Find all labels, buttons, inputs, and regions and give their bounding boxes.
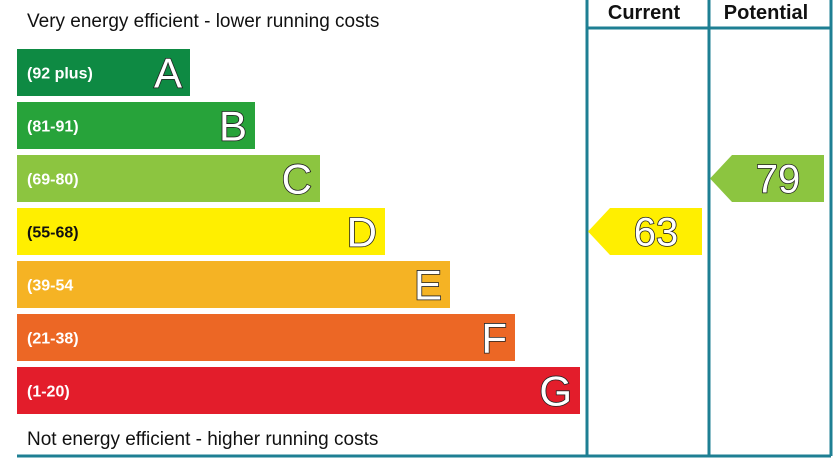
potential-rating-value: 79 — [756, 158, 801, 202]
band-e-range: (39-54 — [27, 278, 73, 295]
band-b: (81-91) B — [17, 102, 255, 150]
band-e-bar — [17, 261, 450, 308]
band-c-range: (69-80) — [27, 172, 79, 189]
rating-markers: 63 79 — [588, 155, 824, 255]
bottom-caption: Not energy efficient - higher running co… — [27, 429, 378, 450]
band-e: (39-54 E — [17, 261, 450, 309]
current-rating-arrow — [588, 208, 702, 255]
band-a-letter: A — [154, 50, 182, 97]
top-caption: Very energy efficient - lower running co… — [27, 11, 379, 32]
band-c: (69-80) C — [17, 155, 320, 203]
band-f-letter: F — [481, 315, 507, 362]
band-d: (55-68) D — [17, 208, 385, 256]
rating-bands: (92 plus) A (81-91) B (69-80) C (55-68) D (39-54… — [17, 49, 580, 415]
band-g: (1-20) G — [17, 367, 580, 415]
chart-frame — [17, 0, 833, 458]
band-b-bar — [17, 102, 255, 149]
current-column-header: Current — [608, 2, 681, 24]
current-rating-marker: 63 — [588, 208, 702, 255]
potential-column-header: Potential — [724, 2, 808, 24]
band-a-range: (92 plus) — [27, 66, 93, 83]
band-g-bar — [17, 367, 580, 414]
band-e-letter: E — [414, 262, 442, 309]
band-g-letter: G — [539, 368, 572, 415]
band-b-letter: B — [219, 103, 247, 150]
band-a: (92 plus) A — [17, 49, 190, 97]
band-c-bar — [17, 155, 320, 202]
band-a-bar — [17, 49, 190, 96]
band-f: (21-38) F — [17, 314, 515, 362]
band-d-letter: D — [347, 209, 377, 256]
band-b-range: (81-91) — [27, 119, 79, 136]
potential-rating-marker: 79 — [710, 155, 824, 202]
potential-rating-arrow — [710, 155, 824, 202]
band-d-bar — [17, 208, 385, 255]
band-f-bar — [17, 314, 515, 361]
current-rating-value: 63 — [634, 211, 679, 255]
band-f-range: (21-38) — [27, 331, 79, 348]
band-d-range: (55-68) — [27, 225, 79, 242]
band-c-letter: C — [282, 156, 312, 203]
band-g-range: (1-20) — [27, 384, 70, 401]
